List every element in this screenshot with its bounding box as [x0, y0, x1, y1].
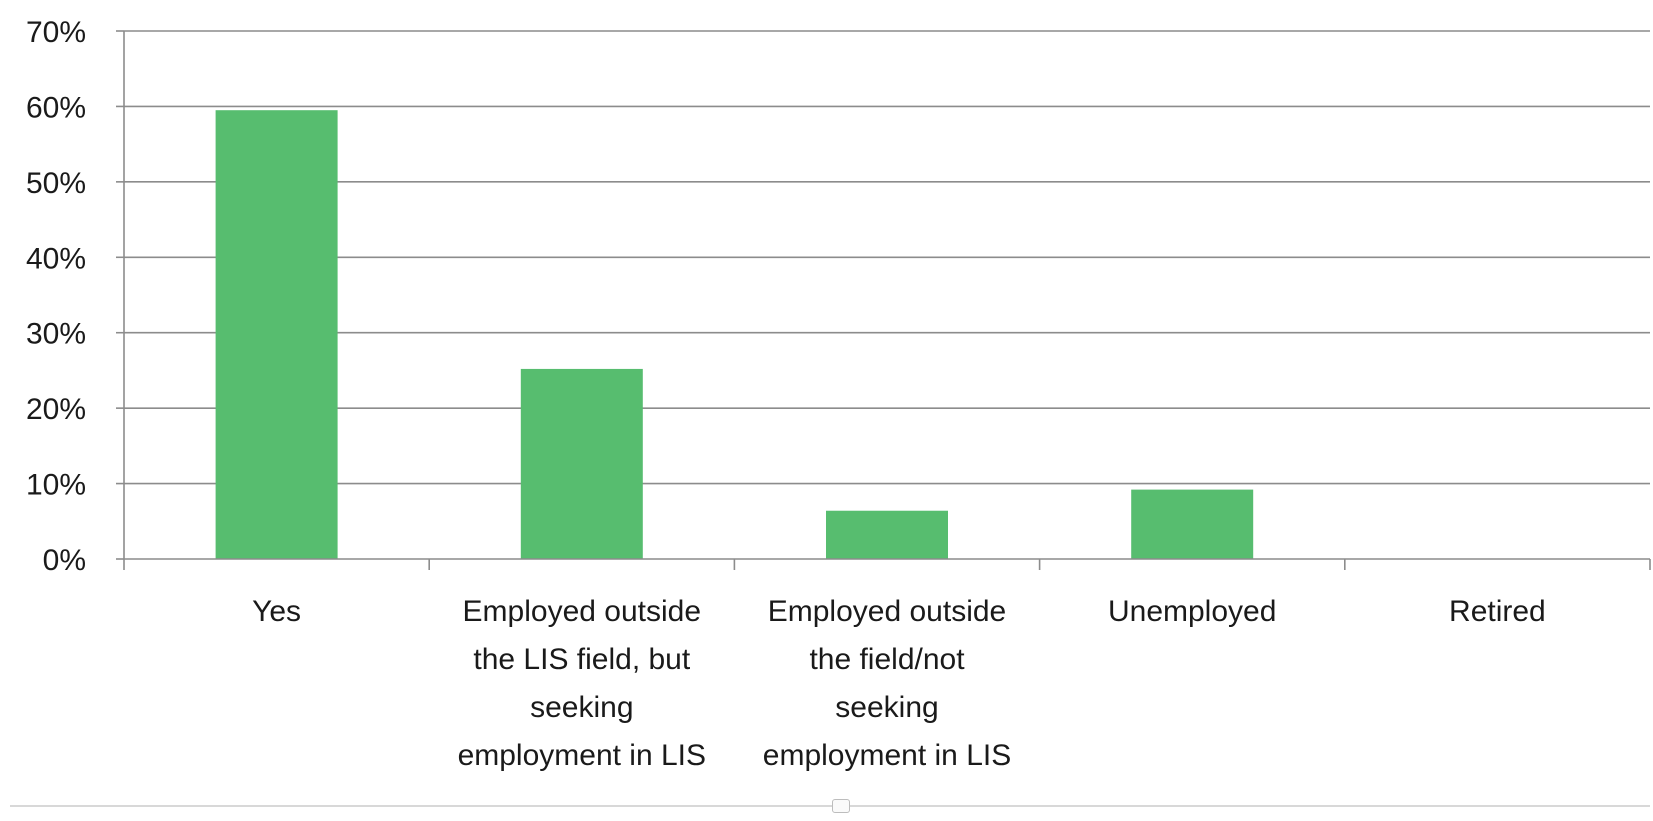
scrollbar-thumb[interactable] — [832, 799, 850, 813]
y-tick-label: 50% — [26, 167, 86, 200]
bar — [520, 368, 643, 559]
y-tick-label: 40% — [26, 242, 86, 275]
y-tick-label: 60% — [26, 91, 86, 124]
x-tick-label: Employed outside the LIS field, but seekin… — [458, 595, 706, 772]
axes — [116, 30, 1651, 570]
x-tick-label: Unemployed — [1108, 595, 1276, 628]
y-tick-label: 70% — [26, 16, 86, 49]
gridlines — [124, 30, 1650, 485]
x-tick-label: Yes — [252, 595, 301, 628]
horizontal-scrollbar[interactable] — [10, 805, 1650, 807]
x-tick-label: Employed outside the field/not seeking empl… — [763, 595, 1011, 772]
y-tick-label: 20% — [26, 393, 86, 426]
bars — [215, 110, 1254, 559]
x-tick-label: Retired — [1449, 595, 1546, 628]
x-tick-labels: Yes Employed outside the LIS field, but see… — [252, 595, 1546, 772]
y-tick-label: 30% — [26, 318, 86, 351]
bar — [1131, 489, 1254, 559]
y-tick-label: 10% — [26, 469, 86, 502]
y-tick-labels: 0% 10% 20% 30% 40% 50% 60% 70% — [26, 16, 86, 577]
bar — [215, 110, 338, 559]
bar — [826, 510, 948, 559]
y-tick-label: 0% — [43, 544, 86, 577]
